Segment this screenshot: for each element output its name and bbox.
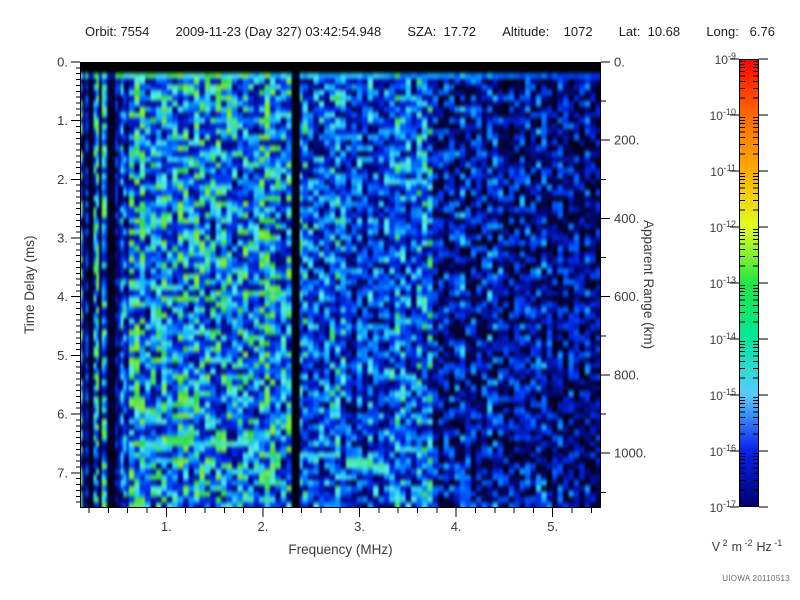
x-tick-label: 1. — [161, 519, 172, 534]
y-left-tick-label: 4. — [57, 289, 68, 304]
unit-part: Hz -1 — [756, 538, 783, 555]
colorbar-tick-label: 10-14 — [709, 331, 736, 347]
header-latitude: Lat: 10.68 — [618, 24, 681, 39]
x-tick-label: 2. — [258, 519, 269, 534]
y-axis-title-right: Apparent Range (km) — [641, 220, 656, 350]
colorbar-tick-label: 10-13 — [709, 275, 736, 291]
header-orbit: Orbit: 7554 — [85, 24, 150, 39]
y-left-tick-label: 7. — [57, 465, 68, 480]
colorbar-tick-label: 10-17 — [709, 499, 736, 515]
y-left-tick-label: 3. — [57, 231, 68, 246]
colorbar-tick-label: 10-15 — [709, 387, 736, 403]
x-axis-title: Frequency (MHz) — [288, 542, 393, 557]
unit-part: m -2 — [731, 538, 753, 555]
header-longitude: Long: 6.76 — [706, 24, 775, 39]
y-right-tick-label: 0. — [614, 55, 625, 70]
y-right-tick-label: 400. — [614, 211, 639, 226]
x-tick-label: 3. — [354, 519, 365, 534]
header-altitude: Altitude: 1072 — [502, 24, 593, 39]
colorbar-tick-label: 10-16 — [709, 443, 736, 459]
y-left-tick-label: 0. — [57, 55, 68, 70]
y-right-tick-label: 800. — [614, 367, 639, 382]
colorbar-tick-label: 10-9 — [714, 51, 736, 67]
colorbar-gradient — [739, 59, 759, 507]
colorbar-tick-label: 10-10 — [709, 107, 736, 123]
y-left-tick-label: 6. — [57, 407, 68, 422]
y-left-tick-label: 5. — [57, 348, 68, 363]
x-tick-label: 5. — [547, 519, 558, 534]
header-datetime: 2009-11-23 (Day 327) 03:42:54.948 — [175, 24, 382, 39]
header-sza: SZA: 17.72 — [407, 24, 477, 39]
unit-part: V 2 — [711, 538, 728, 555]
y-right-tick-label: 200. — [614, 133, 639, 148]
colorbar-tick-label: 10-11 — [710, 163, 736, 179]
header-info: Orbit: 7554 2009-11-23 (Day 327) 03:42:5… — [85, 24, 775, 39]
colorbar-tick-label: 10-12 — [709, 219, 736, 235]
y-left-tick-label: 1. — [57, 113, 68, 128]
y-right-tick-label: 600. — [614, 289, 639, 304]
x-tick-label: 4. — [451, 519, 462, 534]
y-left-tick-label: 2. — [57, 172, 68, 187]
credit-text: UIOWA 20110513 — [722, 574, 790, 583]
y-axis-title-left: Time Delay (ms) — [22, 235, 37, 335]
spectrogram-canvas — [80, 62, 601, 508]
